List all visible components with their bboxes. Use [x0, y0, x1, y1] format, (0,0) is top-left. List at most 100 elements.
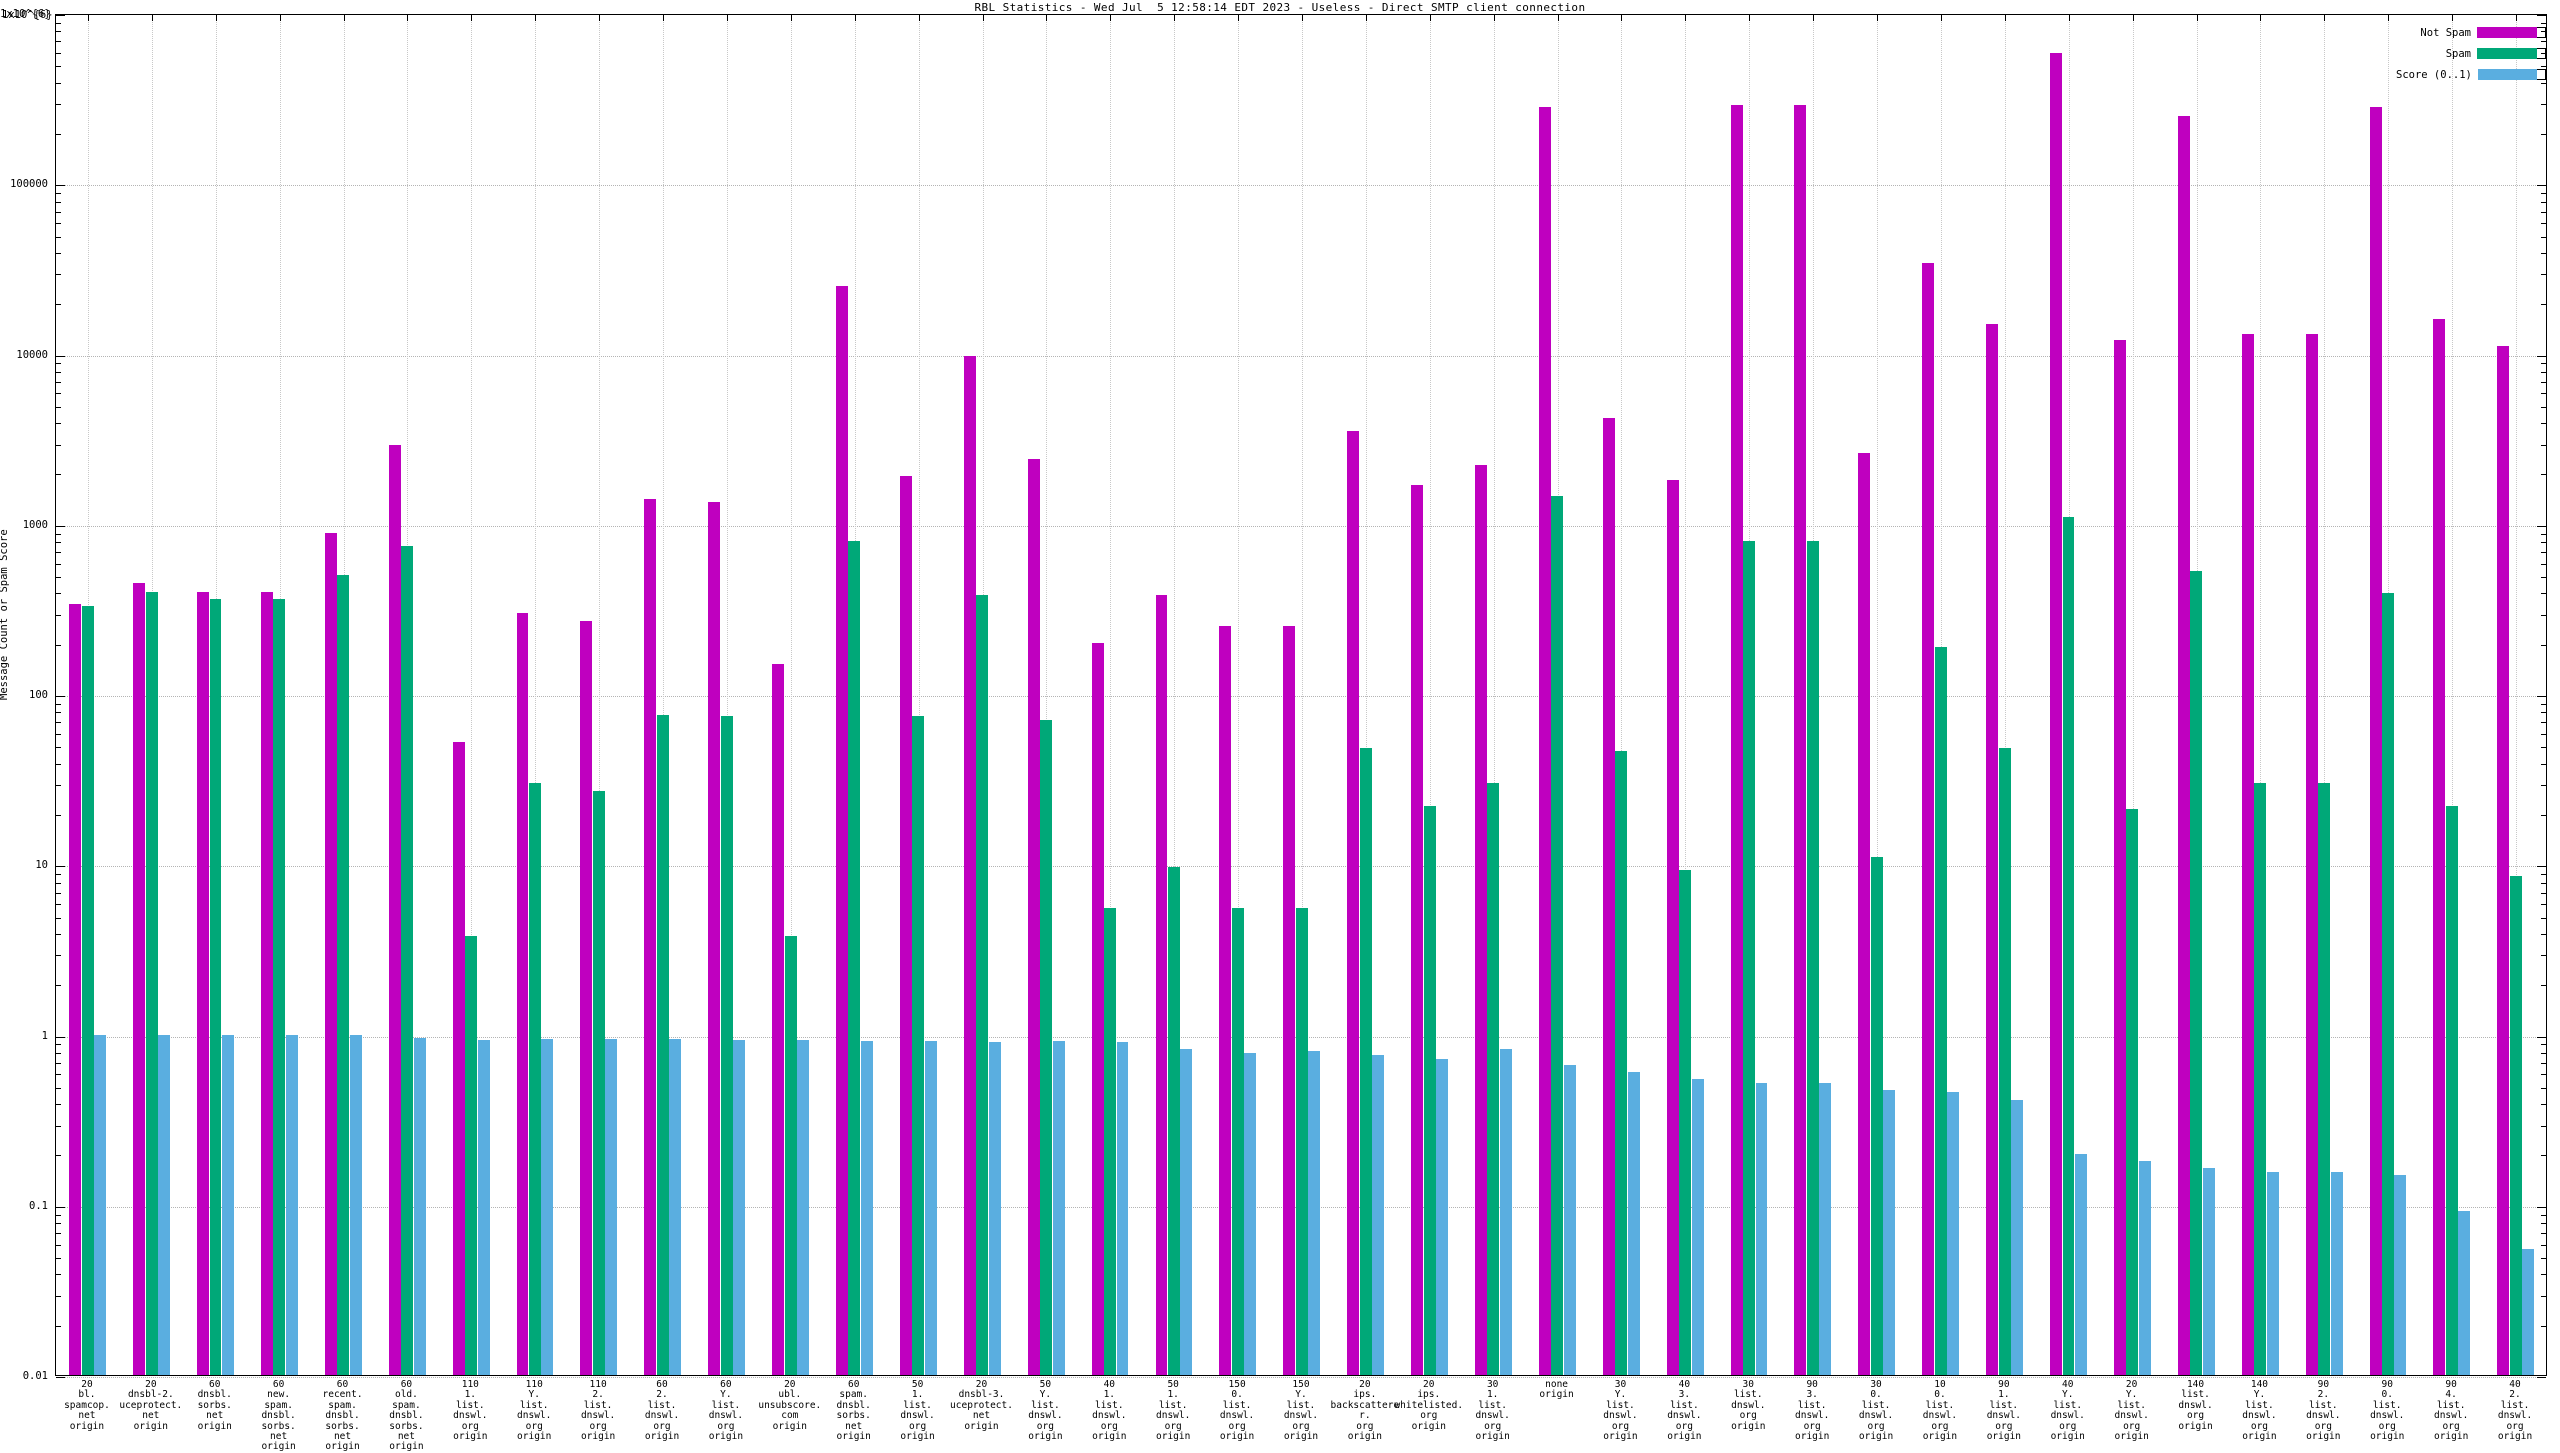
y-minor-tick: [2541, 1062, 2546, 1064]
bar-spam: [1167, 866, 1180, 1375]
grid-line-vertical: [1493, 15, 1495, 1375]
y-minor-tick: [56, 363, 61, 365]
y-minor-tick: [56, 66, 61, 68]
y-minor-tick: [2541, 644, 2546, 646]
y-tick-label: 0.01: [22, 1370, 48, 1382]
grid-line-vertical: [2132, 15, 2134, 1375]
y-minor-tick: [2541, 31, 2546, 33]
y-minor-tick: [56, 1233, 61, 1235]
bar-spam: [273, 599, 286, 1375]
y-tick-label: 10: [35, 859, 48, 872]
y-minor-tick: [56, 236, 61, 238]
grid-line-vertical: [1302, 15, 1303, 1375]
y-minor-tick: [2541, 223, 2546, 225]
x-tick-label: 40 3. list. dnswl. org origin: [1667, 1379, 1702, 1443]
bar-not-spam: [1730, 104, 1743, 1375]
y-minor-tick: [2541, 474, 2546, 476]
y-axis-title: Message Count or Spam Score: [0, 529, 10, 700]
y-minor-tick: [2541, 201, 2546, 203]
grid-line-vertical: [2004, 15, 2006, 1375]
y-minor-tick: [56, 763, 61, 765]
y-minor-tick: [2541, 381, 2546, 383]
x-tick-label: 110 2. list. dnswl. org origin: [580, 1379, 616, 1443]
bar-spam: [2126, 809, 2139, 1375]
y-tick-label: 100000: [10, 178, 48, 191]
bar-score: [733, 1039, 746, 1375]
y-minor-tick: [56, 406, 61, 408]
grid-line-vertical: [1429, 15, 1431, 1375]
bar-spam: [1615, 751, 1628, 1375]
x-tick: [343, 15, 345, 21]
grid-line-vertical: [1110, 15, 1112, 1375]
y-minor-tick: [56, 542, 61, 544]
bar-score: [349, 1034, 362, 1375]
plot-area: [55, 14, 2547, 1378]
legend-item-score[interactable]: Score (0..1): [2396, 64, 2546, 85]
x-tick-label: 60 Y. list. dnswl. org origin: [708, 1379, 744, 1443]
y-tick: [56, 696, 65, 697]
y-minor-tick: [56, 1087, 61, 1089]
x-tick-label: 50 Y. list. dnswl. org origin: [1028, 1379, 1063, 1443]
bar-spam: [81, 605, 94, 1375]
bar-not-spam: [1602, 417, 1615, 1375]
y-minor-tick: [2541, 1214, 2546, 1216]
grid-line: [56, 696, 2546, 697]
y-minor-tick: [56, 1214, 61, 1216]
x-tick-label: 90 4. list. dnswl. org origin: [2433, 1379, 2469, 1443]
x-axis-tick-labels: 20 bl. spamcop. net origin 20 dnsbl-2. uc…: [55, 1379, 2547, 1452]
y-tick: [56, 1377, 65, 1378]
y-minor-tick: [2541, 1087, 2546, 1089]
bar-not-spam: [644, 498, 657, 1375]
legend-bracket-not-spam: [2537, 27, 2546, 38]
legend-item-spam[interactable]: Spam: [2396, 43, 2546, 64]
y-minor-tick: [56, 193, 61, 195]
grid-line-vertical: [918, 15, 920, 1375]
y-tick: [2537, 15, 2546, 16]
legend-item-not-spam[interactable]: Not Spam: [2396, 22, 2546, 43]
y-tick: [2537, 1206, 2546, 1208]
x-tick: [1685, 15, 1687, 21]
chart-title: RBL Statistics - Wed Jul 5 12:58:14 EDT …: [974, 1, 1586, 14]
bar-score: [94, 1034, 107, 1375]
bar-not-spam: [2177, 115, 2190, 1375]
y-minor-tick: [2541, 406, 2546, 408]
bar-spam: [1295, 908, 1308, 1375]
bar-spam: [784, 935, 797, 1375]
bar-score: [605, 1039, 618, 1375]
bar-spam: [1423, 805, 1436, 1375]
bar-not-spam: [580, 620, 593, 1375]
x-tick: [2324, 15, 2326, 21]
y-minor-tick: [56, 393, 61, 395]
y-minor-tick: [2541, 892, 2546, 894]
y-minor-tick: [56, 593, 61, 595]
bar-not-spam: [1027, 459, 1040, 1375]
y-minor-tick: [2541, 533, 2546, 535]
y-minor-tick: [56, 563, 61, 565]
y-minor-tick: [56, 814, 61, 816]
bar-not-spam: [2305, 334, 2318, 1375]
bar-not-spam: [708, 501, 721, 1375]
y-minor-tick: [2541, 955, 2546, 957]
y-minor-tick: [2541, 211, 2546, 213]
bar-score: [2138, 1161, 2151, 1375]
grid-line: [56, 185, 2546, 187]
bar-spam: [1104, 908, 1117, 1375]
y-minor-tick: [56, 1104, 61, 1106]
y-minor-tick: [56, 211, 61, 213]
y-tick: [2537, 866, 2546, 868]
x-tick-label: 30 0. list. dnswl. org origin: [1858, 1379, 1894, 1443]
y-tick-label: 1x10^{6}: [0, 8, 51, 20]
bar-not-spam: [2241, 334, 2254, 1375]
y-tick: [2537, 696, 2546, 697]
y-minor-tick: [56, 933, 61, 935]
bar-score: [924, 1040, 937, 1375]
y-minor-tick: [2541, 985, 2546, 987]
y-minor-tick: [56, 533, 61, 535]
legend-bracket-spam: [2537, 48, 2546, 59]
bar-spam: [1359, 748, 1372, 1375]
bar-not-spam: [1986, 323, 1999, 1375]
bar-score: [1691, 1078, 1704, 1375]
y-tick: [56, 185, 65, 187]
bar-not-spam: [516, 612, 529, 1375]
